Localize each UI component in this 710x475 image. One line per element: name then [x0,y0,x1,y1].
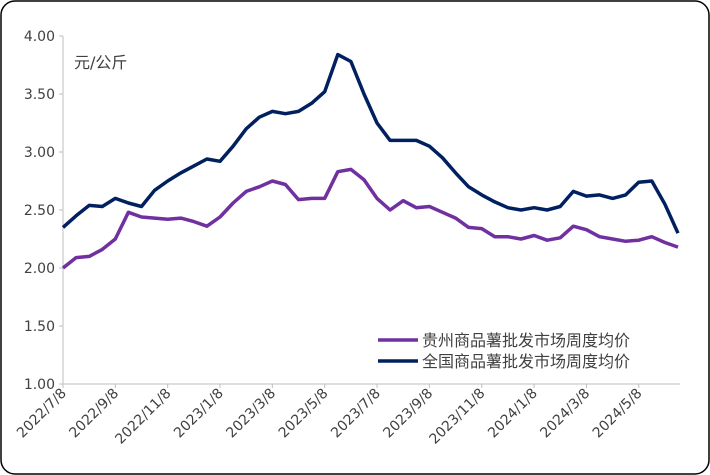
y-tick-label: 4.00 [24,29,55,45]
legend-label: 全国商品薯批发市场周度均价 [422,352,630,371]
y-tick-label: 2.00 [24,261,55,277]
y-unit: 元/公斤 [74,53,127,72]
series-line [61,52,680,234]
y-tick-label: 1.50 [24,319,55,335]
series-line [61,167,679,270]
y-tick-label: 3.00 [24,145,55,161]
y-tick-label: 2.50 [24,203,55,219]
y-tick-label: 1.00 [24,377,55,393]
legend-label: 贵州商品薯批发市场周度均价 [422,331,630,350]
y-tick-label: 3.50 [24,87,55,103]
